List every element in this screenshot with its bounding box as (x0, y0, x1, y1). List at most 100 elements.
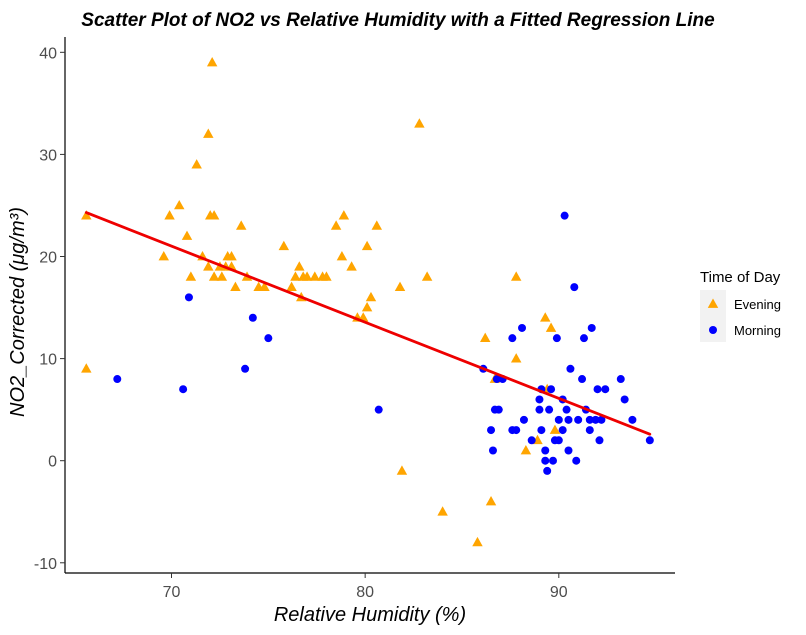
morning-point (527, 436, 536, 445)
legend-label-evening: Evening (734, 297, 781, 312)
evening-point (278, 240, 290, 251)
morning-point (488, 446, 497, 455)
y-tick-label: -10 (34, 556, 57, 573)
evening-point (286, 281, 297, 291)
evening-point (181, 230, 193, 240)
y-tick-label: 10 (39, 352, 57, 369)
morning-point (248, 313, 257, 322)
evening-point (365, 291, 377, 302)
evening-point (164, 210, 175, 220)
y-tick-label: 30 (39, 147, 57, 164)
evening-point (510, 271, 522, 281)
evening-point (549, 424, 561, 434)
morning-point (535, 395, 544, 404)
morning-point (535, 405, 544, 414)
morning-point (184, 293, 193, 302)
morning-point (558, 426, 567, 435)
morning-point (494, 405, 503, 414)
morning-point (566, 364, 575, 373)
morning-point (543, 466, 552, 475)
evening-point (208, 271, 220, 281)
morning-point (572, 456, 581, 465)
evening-point (396, 465, 408, 475)
morning-point (554, 436, 563, 445)
morning-point (512, 426, 521, 435)
y-tick-label: 20 (39, 250, 57, 267)
y-axis-label: NO2_Corrected (μg/m³) (7, 207, 29, 417)
legend-label-morning: Morning (734, 323, 781, 338)
evening-point (235, 220, 247, 230)
evening-point (520, 444, 532, 455)
evening-point (371, 220, 383, 230)
legend-title: Time of Day (700, 269, 781, 286)
evening-point (361, 240, 373, 251)
evening-point (309, 271, 321, 281)
morning-point (620, 395, 629, 404)
morning-point (549, 456, 557, 465)
morning-point (601, 385, 610, 394)
morning-point (537, 426, 546, 435)
evening-point (338, 210, 350, 220)
morning-point (579, 334, 588, 343)
axes: 70 80 90 -10 0 10 20 30 40 (34, 37, 675, 601)
evening-point (301, 271, 313, 281)
morning-point (519, 415, 528, 424)
evening-point (414, 118, 425, 128)
morning-point (241, 364, 250, 373)
evening-point (545, 322, 557, 332)
evening-point (216, 271, 228, 281)
morning-point (541, 456, 550, 465)
morning-point (508, 334, 517, 343)
evening-point (485, 496, 497, 506)
evening-point (321, 271, 332, 281)
evening-point (290, 271, 301, 281)
morning-point (518, 323, 527, 332)
evening-point (203, 261, 214, 271)
morning-point (628, 415, 637, 424)
morning-point (179, 385, 188, 394)
morning-point (570, 283, 579, 292)
morning-point (587, 323, 596, 332)
evening-point (437, 506, 448, 516)
evening-point (203, 128, 214, 138)
morning-point (560, 211, 569, 220)
evening-point (421, 271, 433, 281)
evening-point (230, 281, 241, 291)
evening-point (346, 261, 357, 271)
morning-point (545, 405, 554, 414)
legend-key-background (700, 290, 726, 342)
evening-point (294, 261, 305, 271)
morning-point (585, 415, 594, 424)
data-points (81, 57, 654, 547)
evening-point (81, 210, 92, 220)
evening-point (510, 353, 522, 363)
evening-point (185, 271, 197, 281)
morning-point (564, 446, 573, 455)
x-tick-label: 90 (550, 584, 568, 601)
morning-point (492, 375, 501, 384)
morning-point (564, 415, 573, 424)
morning-point (562, 405, 571, 414)
x-tick-label: 80 (356, 584, 374, 601)
morning-point (487, 426, 496, 435)
evening-point (472, 536, 483, 547)
evening-point (394, 281, 406, 291)
evening-point (361, 302, 373, 312)
morning-point (597, 415, 606, 424)
evening-point (330, 220, 342, 230)
morning-point (578, 375, 587, 384)
evening-point (81, 363, 92, 373)
x-axis-label: Relative Humidity (%) (274, 604, 466, 626)
evening-point (336, 251, 348, 261)
morning-point (645, 436, 654, 445)
chart-title: Scatter Plot of NO2 vs Relative Humidity… (81, 10, 715, 31)
morning-point (616, 375, 625, 384)
y-tick-label: 40 (39, 45, 57, 62)
morning-point (264, 334, 273, 343)
evening-point (158, 251, 169, 261)
evening-point (479, 332, 491, 343)
legend-evening-key (707, 298, 719, 308)
evening-point (191, 159, 202, 169)
